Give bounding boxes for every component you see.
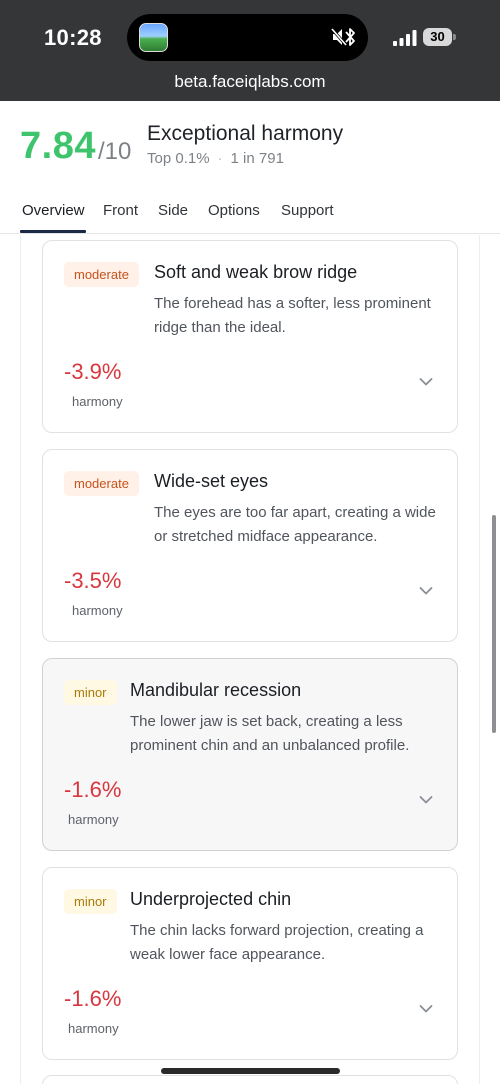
- separator-dot: ·: [217, 150, 223, 167]
- percentile: Top 0.1%: [147, 150, 210, 167]
- battery-icon: 30: [423, 28, 456, 46]
- home-indicator[interactable]: [161, 1068, 340, 1074]
- harmony-title: Exceptional harmony: [147, 122, 344, 145]
- issues-list[interactable]: moderate Soft and weak brow ridge The fo…: [0, 235, 500, 1084]
- content-border-right: [479, 235, 480, 1084]
- issue-title: Wide-set eyes: [154, 471, 269, 491]
- tab-side[interactable]: Side: [158, 202, 189, 219]
- harmony-impact-label: harmony: [72, 394, 123, 409]
- scrollbar[interactable]: [492, 515, 496, 733]
- bluetooth-icon: [345, 28, 355, 46]
- harmony-impact: -1.6%: [64, 777, 122, 802]
- issue-card[interactable]: moderate Wide-set eyes The eyes are too …: [42, 449, 458, 642]
- address-bar[interactable]: beta.faceiqlabs.com: [174, 72, 326, 91]
- status-time: 10:28: [44, 25, 102, 50]
- issue-title: Underprojected chin: [130, 889, 292, 909]
- mute-icon: [331, 28, 347, 46]
- issue-card-partial[interactable]: [42, 1075, 458, 1084]
- harmony-impact: -1.6%: [64, 986, 122, 1011]
- active-tab-indicator: [20, 230, 86, 233]
- severity-badge: minor: [64, 680, 117, 705]
- chevron-down-icon[interactable]: [419, 377, 433, 387]
- issue-description: The lower jaw is set back, creating a le…: [130, 713, 410, 754]
- battery-tip: [453, 34, 456, 40]
- harmony-impact-label: harmony: [72, 603, 123, 618]
- harmony-impact: -3.5%: [64, 568, 122, 593]
- rarity: 1 in 791: [230, 150, 284, 167]
- tab-front[interactable]: Front: [103, 202, 139, 219]
- issue-card[interactable]: minor Mandibular recession The lower jaw…: [42, 658, 458, 851]
- issue-title: Soft and weak brow ridge: [154, 262, 358, 282]
- harmony-impact-label: harmony: [68, 1021, 119, 1036]
- now-playing-thumbnail[interactable]: [139, 23, 168, 52]
- score-max: /10: [98, 138, 132, 165]
- battery-level: 30: [423, 28, 452, 46]
- harmony-impact: -3.9%: [64, 359, 122, 384]
- tab-support[interactable]: Support: [281, 202, 334, 219]
- harmony-subtitle: Top 0.1% · 1 in 791: [147, 150, 284, 167]
- tab-options[interactable]: Options: [208, 202, 260, 219]
- issue-description: The eyes are too far apart, creating a w…: [154, 504, 436, 545]
- issue-card[interactable]: moderate Soft and weak brow ridge The fo…: [42, 240, 458, 433]
- severity-badge: moderate: [64, 471, 139, 496]
- tab-overview[interactable]: Overview: [22, 202, 85, 219]
- issue-card[interactable]: minor Underprojected chin The chin lacks…: [42, 867, 458, 1060]
- tab-bar: Overview Front Side Options Support: [0, 196, 500, 234]
- harmony-impact-label: harmony: [68, 812, 119, 827]
- issue-title: Mandibular recession: [130, 680, 302, 700]
- issue-description: The forehead has a softer, less prominen…: [154, 295, 431, 336]
- severity-badge: minor: [64, 889, 117, 914]
- content-border-left: [20, 235, 21, 1084]
- chevron-down-icon[interactable]: [419, 586, 433, 596]
- dynamic-island: [127, 14, 368, 61]
- issue-description: The chin lacks forward projection, creat…: [130, 922, 424, 963]
- harmony-score: 7.84: [20, 125, 96, 167]
- severity-badge: moderate: [64, 262, 139, 287]
- chevron-down-icon[interactable]: [419, 1004, 433, 1014]
- chevron-down-icon[interactable]: [419, 795, 433, 805]
- browser-top-bar: 10:28 30 beta.faceiqlabs.com: [0, 0, 500, 101]
- signal-icon: [393, 30, 417, 46]
